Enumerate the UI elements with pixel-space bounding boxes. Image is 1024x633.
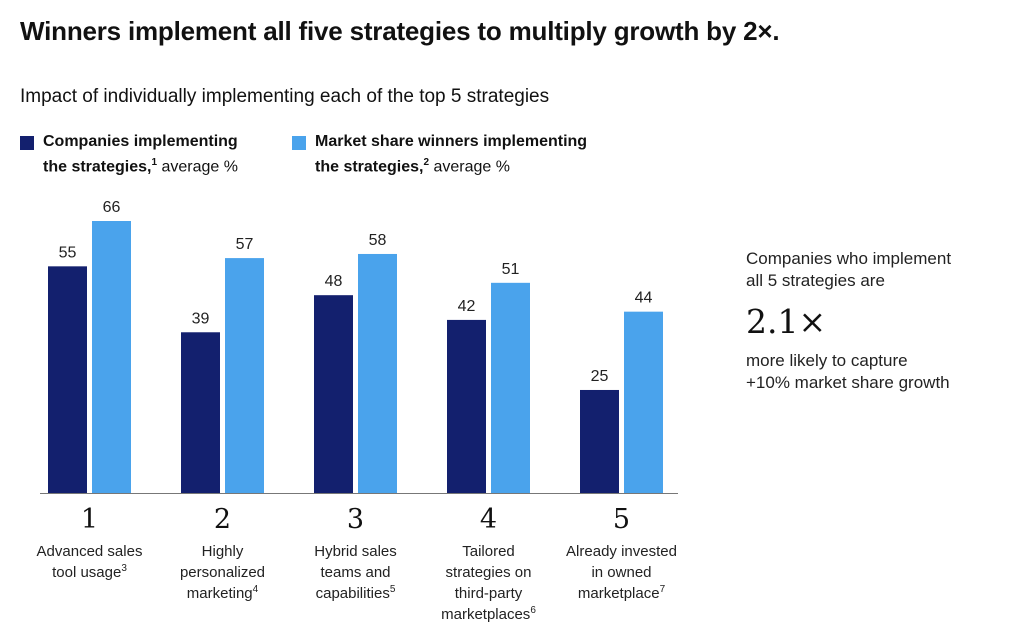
callout-line2: all 5 strategies are xyxy=(746,271,885,290)
legend-line2-rest: average % xyxy=(157,158,238,176)
category-footnote: 3 xyxy=(121,563,127,574)
data-label: 42 xyxy=(458,298,476,315)
category-footnote: 4 xyxy=(253,584,259,595)
bar-s2-c3 xyxy=(358,253,397,493)
legend-footnote: 2 xyxy=(423,157,430,168)
data-label: 25 xyxy=(591,368,609,385)
legend-label-companies: Companies implementing the strategies,1 … xyxy=(43,131,238,177)
legend-item-winners: Market share winners implementing the st… xyxy=(292,131,587,177)
category-number: 2 xyxy=(214,504,231,535)
category-label-line: marketplaces6 xyxy=(441,605,536,623)
category-label-line: Tailored xyxy=(462,543,515,560)
bar-s1-c5 xyxy=(580,389,619,493)
category-label-line: Highly xyxy=(202,543,244,560)
callout-line3: more likely to capture xyxy=(746,351,908,370)
category-label-line: Already invested xyxy=(566,543,677,560)
legend-line1: Companies implementing xyxy=(43,133,238,150)
data-label: 44 xyxy=(635,290,653,307)
category-footnote: 5 xyxy=(390,584,396,595)
data-label: 58 xyxy=(369,232,387,249)
category-number: 4 xyxy=(480,504,497,535)
legend-line2-bold: the strategies, xyxy=(43,158,152,176)
category-number: 3 xyxy=(347,504,364,535)
category-label-line: teams and xyxy=(320,564,390,581)
legend-item-companies: Companies implementing the strategies,1 … xyxy=(20,131,238,177)
category-label-line: Hybrid sales xyxy=(314,543,397,560)
bar-s1-c4 xyxy=(447,319,486,493)
bar-s1-c2 xyxy=(181,332,220,493)
data-label: 48 xyxy=(325,273,343,290)
category-label-line: in owned xyxy=(591,564,651,581)
legend-swatch-winners xyxy=(292,136,306,150)
callout-line4: +10% market share growth xyxy=(746,373,950,392)
bar-s2-c1 xyxy=(92,221,131,493)
legend-line1: Market share winners implementing xyxy=(315,133,588,150)
category-label-line: marketing4 xyxy=(187,584,259,602)
callout-value: 2.1× xyxy=(746,302,827,341)
bar-s2-c5 xyxy=(624,311,663,493)
category-label-line: tool usage3 xyxy=(52,563,127,581)
category-footnote: 6 xyxy=(530,605,536,616)
data-label: 55 xyxy=(59,244,77,261)
callout-line1: Companies who implement xyxy=(746,249,952,268)
legend-label-winners: Market share winners implementing the st… xyxy=(315,131,587,177)
category-label-line: marketplace7 xyxy=(578,584,666,602)
bar-s1-c3 xyxy=(314,295,353,493)
category-label-line: personalized xyxy=(180,564,265,581)
chart-subtitle: Impact of individually implementing each… xyxy=(20,86,550,107)
bar-s2-c4 xyxy=(491,282,530,493)
category-label-line: capabilities5 xyxy=(316,584,396,602)
callout: Companies who implement all 5 strategies… xyxy=(746,248,951,394)
legend-footnote: 1 xyxy=(151,157,158,168)
legend-line2-rest: average % xyxy=(429,158,510,176)
data-label: 57 xyxy=(236,236,254,253)
legend-line2-bold: the strategies, xyxy=(315,158,424,176)
bar-s1-c1 xyxy=(48,266,87,493)
legend-swatch-companies xyxy=(20,136,34,150)
chart-title: Winners implement all five strategies to… xyxy=(20,16,780,46)
category-label-line: strategies on xyxy=(446,564,532,581)
bar-s2-c2 xyxy=(225,258,264,493)
category-footnote: 7 xyxy=(660,584,666,595)
data-label: 66 xyxy=(103,199,121,216)
category-number: 1 xyxy=(81,504,98,535)
category-number: 5 xyxy=(613,504,630,535)
category-label-line: third-party xyxy=(455,585,523,602)
data-label: 39 xyxy=(192,310,210,327)
category-label-line: Advanced sales xyxy=(37,543,143,560)
data-label: 51 xyxy=(502,261,520,278)
